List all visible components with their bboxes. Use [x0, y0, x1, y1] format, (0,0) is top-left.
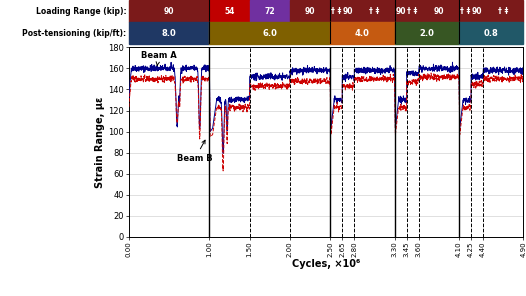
- Bar: [483, 0, 523, 22]
- Text: 90: 90: [305, 7, 315, 16]
- Text: † ‡: † ‡: [498, 7, 509, 16]
- Bar: [459, 22, 523, 44]
- Text: 0.8: 0.8: [484, 29, 499, 38]
- Text: 90: 90: [472, 7, 482, 16]
- Bar: [471, 0, 483, 22]
- Bar: [394, 0, 407, 22]
- Text: † ‡: † ‡: [331, 7, 341, 16]
- Text: † ‡: † ‡: [408, 7, 418, 16]
- Bar: [209, 22, 330, 44]
- Text: 90: 90: [433, 7, 444, 16]
- Text: 2.0: 2.0: [419, 29, 434, 38]
- Bar: [407, 0, 419, 22]
- Bar: [129, 22, 209, 44]
- Text: 90: 90: [164, 7, 175, 16]
- Bar: [209, 0, 250, 22]
- Bar: [342, 0, 355, 22]
- Text: Beam B: Beam B: [177, 140, 213, 163]
- Text: 8.0: 8.0: [162, 29, 177, 38]
- Text: 72: 72: [265, 7, 275, 16]
- Bar: [419, 0, 459, 22]
- Text: Beam A: Beam A: [141, 51, 177, 66]
- Text: 90: 90: [343, 7, 353, 16]
- Text: 6.0: 6.0: [262, 29, 277, 38]
- Bar: [394, 22, 459, 44]
- Text: 54: 54: [224, 7, 235, 16]
- Text: 90: 90: [396, 7, 406, 16]
- Bar: [290, 0, 330, 22]
- Bar: [250, 0, 290, 22]
- Bar: [330, 22, 394, 44]
- Text: Loading Range (kip):: Loading Range (kip):: [36, 7, 126, 16]
- X-axis label: Cycles, ×10⁶: Cycles, ×10⁶: [292, 259, 360, 269]
- Y-axis label: Strain Range, με: Strain Range, με: [95, 96, 105, 188]
- Text: † ‡: † ‡: [460, 7, 470, 16]
- Text: Post-tensioning (kip/ft):: Post-tensioning (kip/ft):: [22, 29, 126, 38]
- Bar: [355, 0, 394, 22]
- Bar: [129, 0, 209, 22]
- Bar: [459, 0, 471, 22]
- Bar: [330, 0, 342, 22]
- Text: 4.0: 4.0: [355, 29, 370, 38]
- Text: † ‡: † ‡: [369, 7, 380, 16]
